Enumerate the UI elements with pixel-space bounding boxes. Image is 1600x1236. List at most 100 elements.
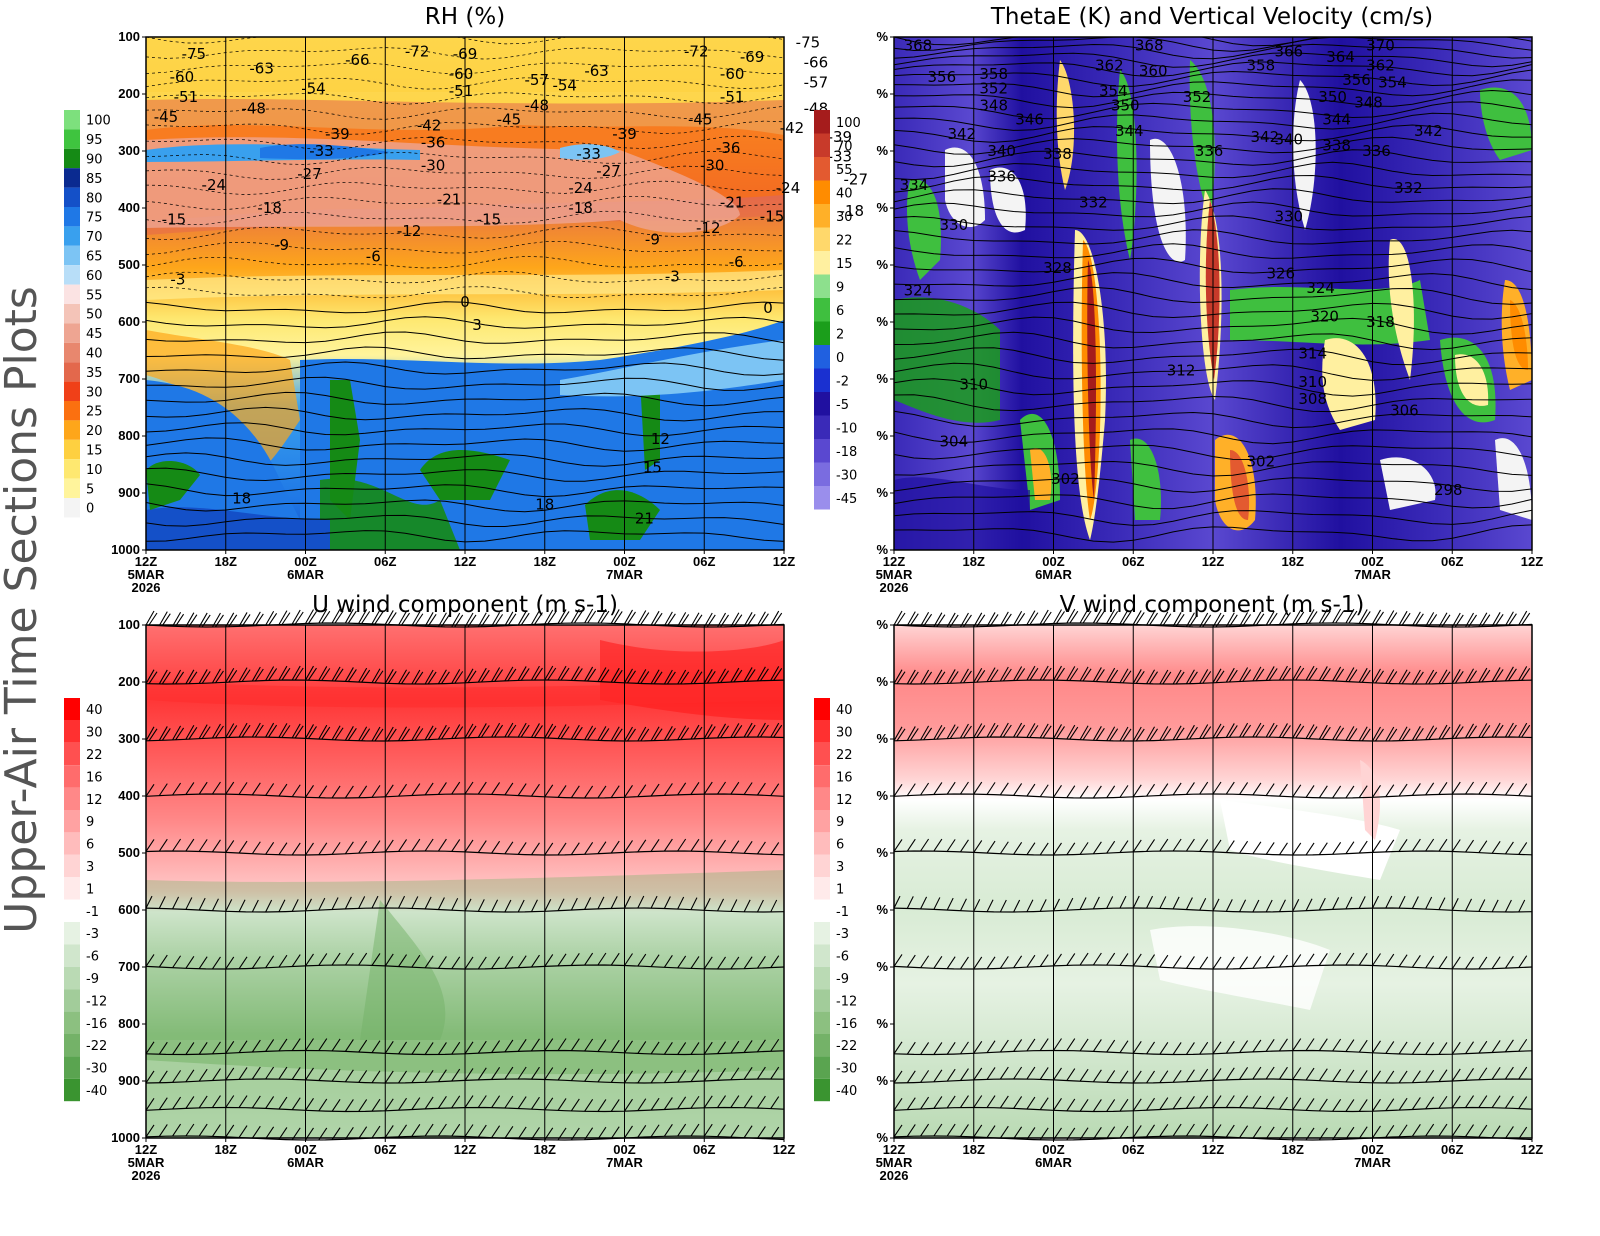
wind-barb-flag	[520, 724, 530, 738]
wind-barb-flag	[480, 669, 490, 683]
wind-barb	[318, 608, 328, 624]
contour-label: -9	[645, 230, 660, 248]
wind-barb-flag	[1162, 728, 1172, 741]
wind-barb-flag	[573, 668, 583, 681]
wind-barb	[1398, 783, 1408, 797]
wind-barb	[1465, 839, 1474, 853]
contour-label: -27	[297, 165, 322, 183]
contour-label: 336	[1362, 142, 1391, 160]
wind-barb	[544, 1067, 554, 1080]
wind-barb	[384, 895, 392, 909]
wind-barb	[1026, 610, 1036, 625]
wind-barb	[730, 723, 740, 738]
wind-barb	[1358, 667, 1368, 683]
wind-barb	[1345, 667, 1355, 682]
wind-barb-flag	[1388, 612, 1398, 625]
x-tick-label: 12Z	[135, 554, 157, 569]
colorbar-label: -16	[86, 1017, 107, 1032]
wind-barb	[730, 1095, 740, 1108]
wind-barb	[999, 899, 1007, 913]
wind-barb	[893, 783, 903, 797]
wind-barb	[584, 785, 594, 799]
wind-barb-flag	[1428, 671, 1438, 685]
wind-barb	[145, 610, 155, 626]
wind-barb	[318, 724, 328, 740]
wind-barb	[557, 1098, 567, 1111]
wind-barb	[1026, 723, 1036, 738]
wind-barb	[717, 781, 726, 795]
colorbar-label: 1	[86, 882, 94, 897]
wind-barb	[398, 726, 408, 742]
wind-barb	[424, 896, 432, 910]
wind-barb	[1318, 666, 1328, 681]
wind-barb	[1239, 1067, 1249, 1080]
wind-barb	[973, 1067, 983, 1081]
wind-barb	[637, 1041, 647, 1054]
wind-barb	[1305, 609, 1315, 624]
wind-barb-flag	[1414, 671, 1424, 685]
wind-barb	[730, 667, 740, 683]
colorbar-swatch	[64, 720, 80, 743]
wind-barb	[960, 1124, 969, 1137]
wind-barb-flag	[989, 724, 999, 738]
y-tick-label: %	[876, 1016, 888, 1031]
wind-barb	[1518, 842, 1528, 855]
colorbar-swatch	[64, 1034, 80, 1057]
wind-barb	[1146, 726, 1156, 742]
wind-barb	[1358, 1126, 1368, 1139]
contour-label: 3	[472, 316, 482, 334]
wind-barb-flag	[666, 671, 676, 685]
wind-barb	[1345, 1069, 1355, 1083]
wind-barb	[464, 956, 474, 970]
wind-barb	[517, 610, 527, 626]
wind-barb-flag	[334, 727, 344, 741]
wind-barb	[1132, 1098, 1142, 1112]
wind-barb	[973, 668, 983, 683]
wind-barb	[1199, 897, 1207, 911]
wind-barb	[424, 955, 434, 969]
contour-label: -51	[174, 88, 199, 106]
wind-barb	[1318, 785, 1328, 799]
wind-barb	[584, 725, 594, 741]
wind-barb	[920, 1096, 930, 1110]
wind-barb	[1411, 611, 1421, 627]
wind-barb	[959, 723, 969, 739]
contour-label: -69	[453, 45, 478, 63]
y-tick-label: 1000	[111, 1130, 140, 1145]
colorbar-swatch	[64, 110, 80, 130]
wind-barb	[650, 895, 658, 909]
colorbar-swatch	[64, 498, 80, 518]
y-tick-label: 200	[118, 674, 140, 689]
colorbar-swatch	[64, 401, 80, 421]
wind-barb	[278, 899, 286, 913]
wind-barb	[1172, 1042, 1182, 1055]
wind-barb	[265, 842, 275, 855]
wind-barb	[358, 726, 368, 742]
contour-label: 334	[900, 176, 929, 194]
contour-label: 366	[1274, 42, 1303, 60]
wind-barb	[677, 955, 687, 969]
wind-barb	[531, 1096, 540, 1110]
wind-barb	[703, 1068, 713, 1082]
wind-barb	[703, 781, 713, 795]
wind-barb	[1212, 1095, 1222, 1108]
wind-barb	[1491, 840, 1501, 854]
y-tick-label: %	[876, 200, 888, 215]
colorbar-label: 9	[836, 815, 844, 830]
wind-barb	[477, 1067, 487, 1081]
wind-barb-flag	[1348, 728, 1358, 741]
wind-barb	[1159, 1097, 1169, 1110]
colorbar-label: 80	[86, 191, 103, 206]
wind-barb-flag	[1521, 724, 1531, 738]
colorbar-swatch	[64, 362, 80, 382]
wind-barb	[305, 724, 314, 739]
wind-barb	[770, 610, 780, 626]
wind-barb-flag	[773, 724, 783, 738]
wind-barb	[358, 840, 368, 854]
wind-barb	[1053, 1038, 1062, 1051]
wind-barb	[690, 956, 700, 969]
wind-barb	[517, 783, 527, 796]
wind-barb-flag	[1069, 610, 1079, 624]
wind-barb	[1265, 842, 1275, 855]
wind-barb	[717, 668, 727, 684]
